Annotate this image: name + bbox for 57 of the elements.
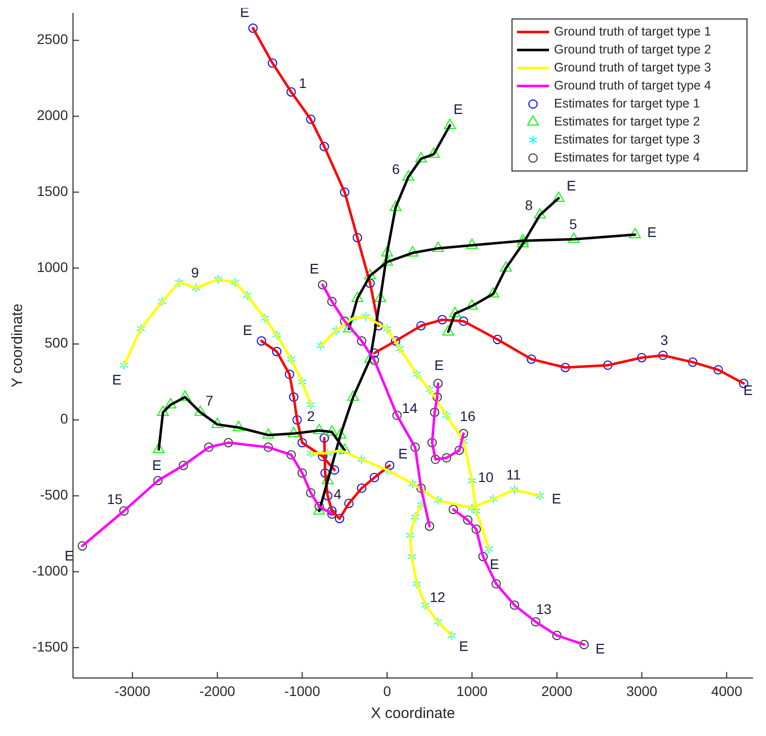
x-tick-label: 4000 <box>711 683 742 699</box>
x-tick-label: 3000 <box>626 683 658 699</box>
annotation: 8 <box>524 197 533 214</box>
annotation: 7 <box>205 392 214 408</box>
annotation: 10 <box>478 468 494 485</box>
annotation: 9 <box>191 264 200 281</box>
annotation: E <box>152 457 162 474</box>
y-tick-label: -500 <box>40 486 68 503</box>
y-tick-label: 1000 <box>36 258 68 275</box>
annotation: E <box>552 490 562 506</box>
y-tick-label: -1500 <box>32 638 68 654</box>
x-tick-label: 1000 <box>456 683 488 699</box>
y-tick-label: 1500 <box>36 182 68 199</box>
annotation: E <box>310 260 319 277</box>
annotation: 3 <box>660 332 668 348</box>
annotation: E <box>242 322 252 338</box>
annotation: 11 <box>506 466 522 482</box>
annotation: E <box>434 357 444 374</box>
annotation: 14 <box>402 400 418 416</box>
annotation: E <box>743 382 753 398</box>
annotation: 1 <box>298 74 307 91</box>
y-tick-label: 500 <box>44 334 68 351</box>
annotation: E <box>112 371 122 388</box>
annotation: E <box>398 446 408 462</box>
y-axis-title: Y coordinate <box>9 304 26 388</box>
y-tick-label: 0 <box>60 410 68 427</box>
annotation: 15 <box>106 491 123 508</box>
annotation: 6 <box>392 161 400 178</box>
y-tick-label: -1000 <box>32 562 68 578</box>
x-tick-label: -2000 <box>199 683 236 699</box>
x-tick-label: -3000 <box>114 683 151 699</box>
x-tick-label: 2000 <box>541 683 573 699</box>
legend-label: Estimates for target type 3 <box>554 132 700 146</box>
annotation: E <box>566 178 576 194</box>
y-tick-label: 2000 <box>36 106 68 123</box>
y-tick-label: 2500 <box>36 31 68 48</box>
annotation: 12 <box>430 588 446 605</box>
annotation: E <box>454 101 463 118</box>
annotation: 2 <box>306 408 315 424</box>
annotation: E <box>596 640 605 657</box>
x-tick-label: 0 <box>383 683 392 699</box>
x-tick-label: -1000 <box>284 683 320 699</box>
annotation: E <box>647 224 657 240</box>
legend-label: Ground truth of target type 1 <box>554 24 712 38</box>
annotation: E <box>458 638 468 654</box>
annotation: 5 <box>569 216 578 232</box>
legend-label: Estimates for target type 2 <box>554 114 700 128</box>
legend-label: Estimates for target type 1 <box>554 96 700 110</box>
x-axis-title: X coordinate <box>370 705 456 722</box>
legend-label: Ground truth of target type 2 <box>554 42 712 56</box>
legend-label: Ground truth of target type 4 <box>554 78 712 92</box>
annotation: E <box>490 556 500 572</box>
annotation: 4 <box>334 486 342 502</box>
legend-label: Estimates for target type 4 <box>554 150 700 164</box>
annotation: 16 <box>460 408 476 424</box>
legend-label: Ground truth of target type 3 <box>554 60 712 74</box>
annotation: 13 <box>536 601 552 618</box>
